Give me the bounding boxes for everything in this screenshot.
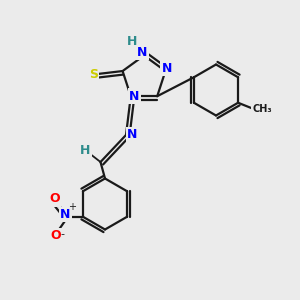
Text: N: N (162, 61, 172, 74)
Text: +: + (68, 202, 76, 212)
Text: N: N (137, 46, 148, 59)
Text: H: H (127, 35, 137, 48)
Text: O: O (51, 229, 61, 242)
Text: H: H (80, 143, 91, 157)
Text: CH₃: CH₃ (252, 104, 272, 114)
Text: N: N (129, 90, 140, 103)
Text: N: N (60, 208, 71, 221)
Text: N: N (127, 128, 137, 142)
Text: O: O (49, 192, 60, 205)
Text: -: - (61, 229, 65, 239)
Text: S: S (89, 68, 98, 80)
